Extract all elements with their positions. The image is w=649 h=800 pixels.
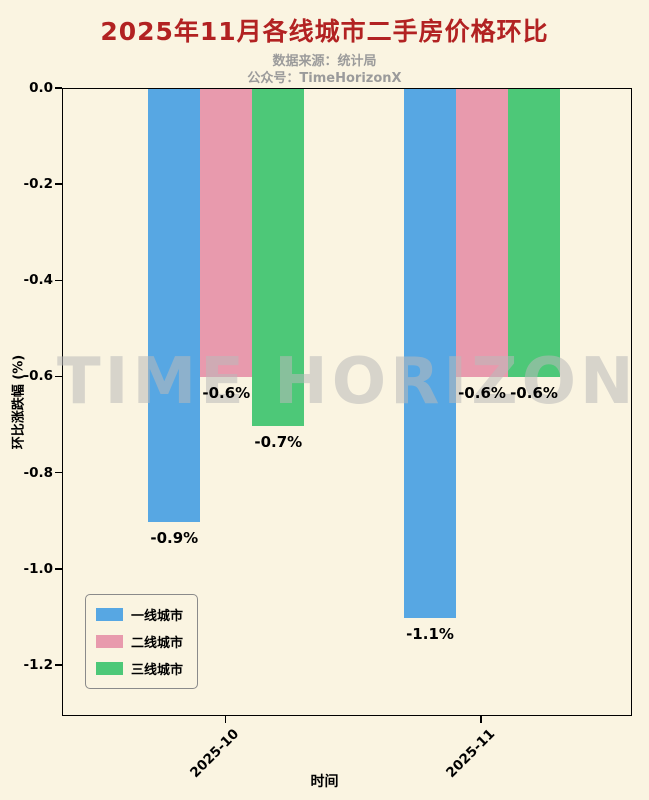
y-tick-mark: [55, 279, 62, 282]
y-tick-mark: [55, 471, 62, 474]
legend-swatch: [96, 635, 123, 648]
y-tick-mark: [55, 568, 62, 570]
y-tick-mark: [55, 183, 62, 185]
bar-value-label: -0.6%: [202, 384, 251, 403]
legend-swatch: [96, 608, 123, 621]
chart-title: 2025年11月各线城市二手房价格环比: [100, 17, 549, 46]
y-tick-label: -0.2: [23, 176, 53, 193]
legend-label: 三线城市: [131, 663, 184, 678]
bar-一线城市-2025-10: [148, 89, 201, 522]
legend-label: 一线城市: [131, 609, 184, 624]
y-tick-label: -0.6: [23, 368, 53, 385]
legend: 一线城市二线城市三线城市: [85, 594, 199, 689]
x-tick-mark: [224, 716, 227, 723]
legend-item: 二线城市: [96, 632, 183, 651]
legend-label: 二线城市: [131, 636, 184, 651]
y-tick-label: 0.0: [29, 80, 53, 96]
bar-value-label: -0.6%: [510, 384, 558, 403]
legend-swatch: [96, 662, 123, 675]
y-tick-mark: [55, 87, 62, 89]
legend-item: 一线城市: [96, 605, 183, 624]
bar-二线城市-2025-11: [456, 89, 508, 378]
y-tick-label: -0.4: [23, 272, 53, 289]
bar-一线城市-2025-11: [404, 89, 456, 618]
bar-三线城市-2025-10: [252, 89, 305, 426]
y-tick-label: -1.2: [23, 656, 53, 673]
bar-value-label: -0.7%: [254, 432, 303, 451]
subtitle-account: 公众号：TimeHorizonX: [247, 71, 402, 86]
plot-area: TIME HORIZON -0.9% -0.6% -0.7% -1.1% -0.6% -0…: [57, 88, 634, 716]
legend-item: 三线城市: [96, 659, 183, 678]
bar-二线城市-2025-10: [200, 89, 253, 378]
bar-value-label: -0.6%: [458, 384, 506, 403]
y-tick-label: -1.0: [23, 560, 53, 577]
y-tick-label: -0.8: [23, 464, 53, 481]
subtitle-data-source: 数据来源：统计局: [272, 54, 377, 69]
bar-value-label: -1.1%: [406, 624, 454, 643]
y-tick-mark: [55, 664, 62, 666]
y-tick-mark: [55, 375, 62, 378]
x-tick-mark: [480, 716, 482, 723]
bar-value-label: -0.9%: [150, 528, 199, 547]
bar-三线城市-2025-11: [508, 89, 560, 378]
x-axis-label: 时间: [310, 774, 339, 790]
